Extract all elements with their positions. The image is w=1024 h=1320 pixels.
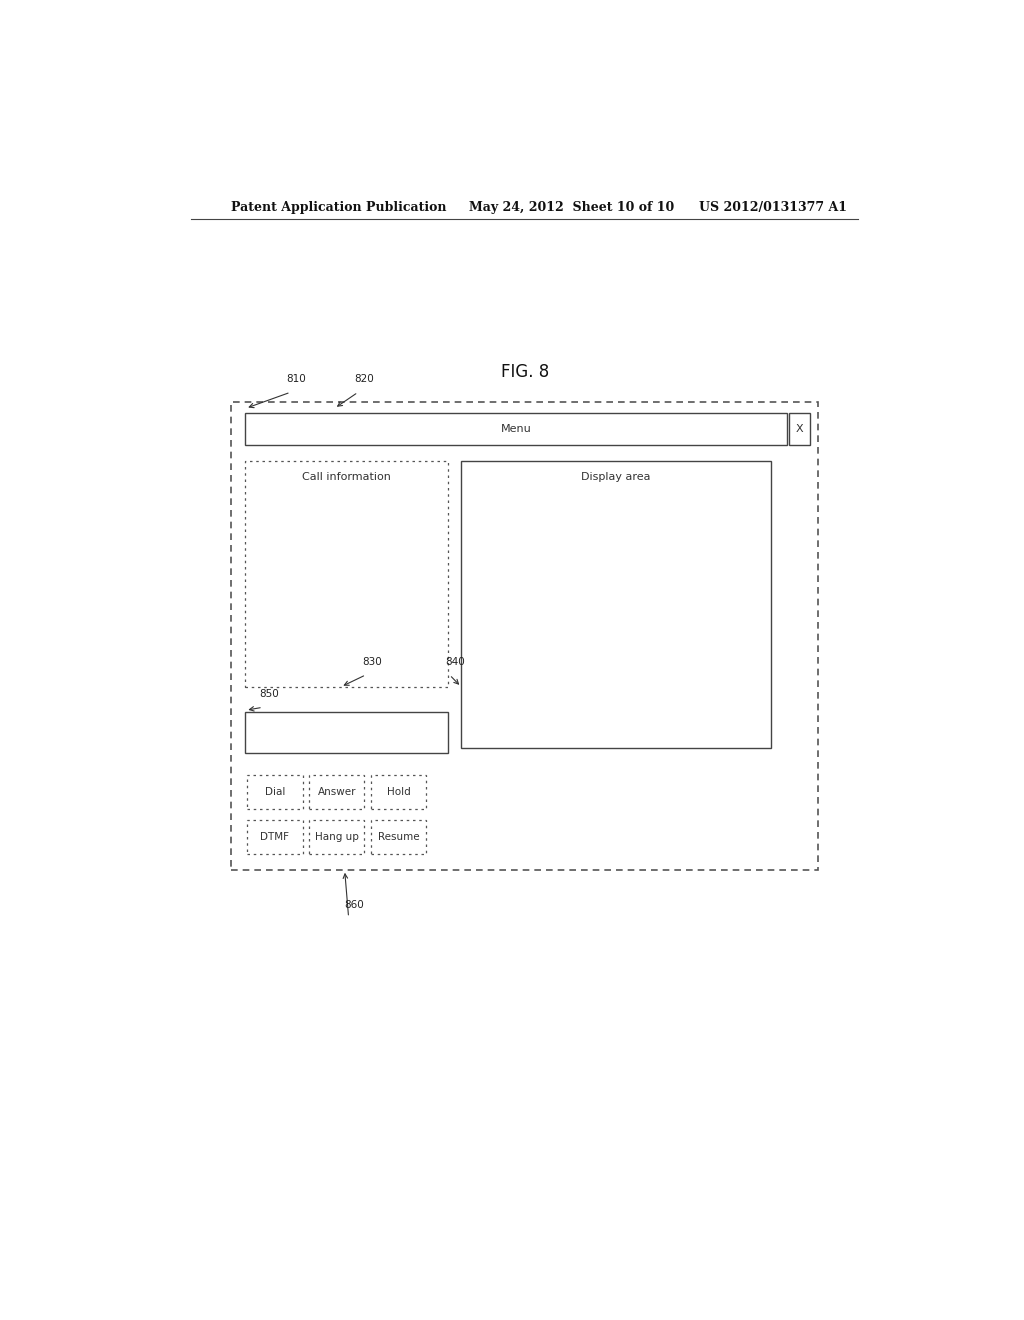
Bar bbox=[247, 820, 303, 854]
Text: Call information: Call information bbox=[302, 471, 391, 482]
Text: 820: 820 bbox=[354, 374, 374, 384]
Text: Patent Application Publication: Patent Application Publication bbox=[231, 201, 446, 214]
Bar bbox=[790, 413, 811, 445]
Text: May 24, 2012  Sheet 10 of 10: May 24, 2012 Sheet 10 of 10 bbox=[469, 201, 675, 214]
Text: 840: 840 bbox=[445, 656, 465, 667]
Bar bbox=[246, 713, 447, 752]
Bar bbox=[309, 775, 365, 809]
Bar bbox=[246, 413, 786, 445]
Text: Answer: Answer bbox=[317, 787, 356, 797]
Bar bbox=[309, 820, 365, 854]
Bar bbox=[247, 775, 303, 809]
Text: Display area: Display area bbox=[582, 471, 651, 482]
Text: 860: 860 bbox=[345, 899, 365, 909]
Text: X: X bbox=[796, 424, 804, 434]
Text: DTMF: DTMF bbox=[260, 832, 290, 842]
Text: Dial: Dial bbox=[264, 787, 285, 797]
Text: 850: 850 bbox=[259, 689, 279, 700]
Text: Menu: Menu bbox=[501, 424, 531, 434]
Text: FIG. 8: FIG. 8 bbox=[501, 363, 549, 381]
Text: Resume: Resume bbox=[378, 832, 420, 842]
Bar bbox=[371, 775, 426, 809]
Bar bbox=[461, 461, 771, 748]
Text: 830: 830 bbox=[362, 656, 382, 667]
Text: US 2012/0131377 A1: US 2012/0131377 A1 bbox=[699, 201, 848, 214]
Bar bbox=[371, 820, 426, 854]
Bar bbox=[231, 403, 818, 870]
Text: Hold: Hold bbox=[387, 787, 411, 797]
Text: Hang up: Hang up bbox=[314, 832, 358, 842]
Text: 810: 810 bbox=[287, 374, 306, 384]
Bar bbox=[246, 461, 447, 686]
